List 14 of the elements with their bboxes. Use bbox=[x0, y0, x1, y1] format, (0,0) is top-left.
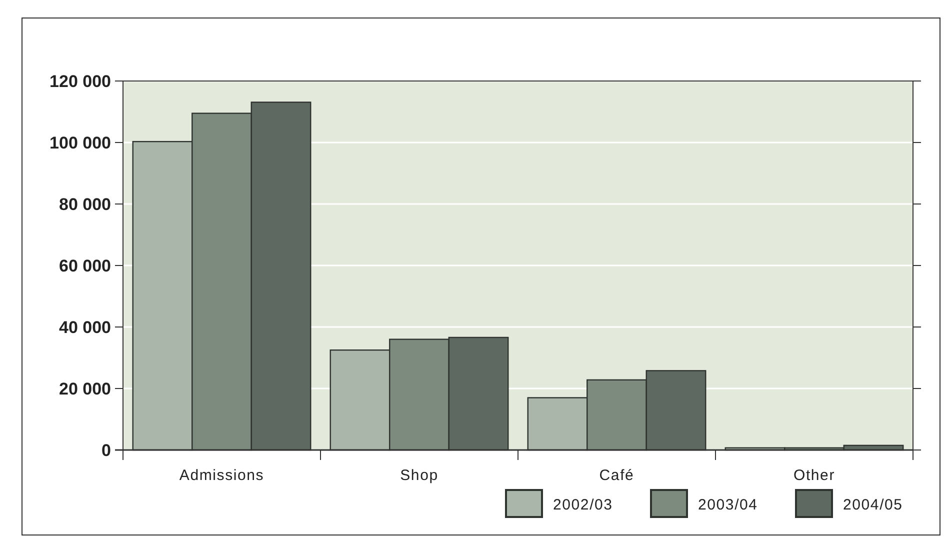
x-tick-label: Café bbox=[599, 467, 634, 484]
x-tick-label: Admissions bbox=[179, 467, 264, 484]
y-tick-label: 40 000 bbox=[59, 318, 111, 337]
legend-label: 2003/04 bbox=[698, 496, 758, 514]
y-tick-label: 100 000 bbox=[50, 133, 111, 152]
y-tick-label: 120 000 bbox=[50, 72, 111, 91]
x-tick-label: Shop bbox=[400, 467, 438, 484]
legend-label: 2002/03 bbox=[553, 496, 613, 514]
x-tick-label: Other bbox=[793, 467, 836, 484]
legend-label: 2004/05 bbox=[843, 496, 903, 514]
y-tick-label: 60 000 bbox=[59, 256, 111, 276]
y-tick-label: 20 000 bbox=[59, 379, 111, 398]
y-tick-label: 0 bbox=[102, 440, 111, 460]
y-tick-label: 80 000 bbox=[59, 194, 111, 214]
